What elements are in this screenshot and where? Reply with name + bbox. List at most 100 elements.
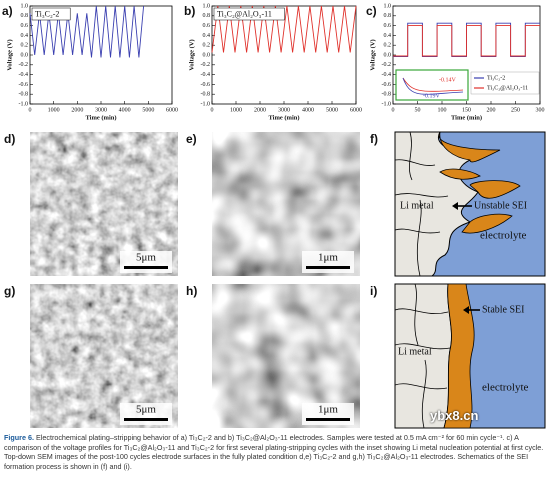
schematic-label: Stable SEI xyxy=(482,304,525,315)
series-line xyxy=(393,25,540,57)
x-tick-label: 5000 xyxy=(142,107,154,113)
y-tick-label: 0.0 xyxy=(21,52,29,58)
x-tick-label: 1000 xyxy=(230,107,242,113)
watermark: ybx8.cn xyxy=(430,408,479,423)
y-tick-label: -0.4 xyxy=(19,72,29,78)
y-axis-label: Voltage (V) xyxy=(188,39,195,70)
panel-label: g) xyxy=(4,284,15,298)
inset-trace xyxy=(402,77,464,92)
schematic-label: electrolyte xyxy=(482,382,529,394)
x-tick-label: 3000 xyxy=(278,107,290,113)
schematic-f: Li metal Unstable SEI electrolyte xyxy=(394,131,546,277)
scale-label: 1μm xyxy=(318,404,338,416)
y-tick-label: -0.4 xyxy=(382,72,392,78)
y-tick-label: -0.6 xyxy=(201,82,211,88)
x-axis-label: Time (min) xyxy=(85,114,116,121)
x-tick-label: 2000 xyxy=(71,107,83,113)
y-tick-label: -0.4 xyxy=(201,72,211,78)
panel-label: e) xyxy=(186,132,197,146)
x-axis-label: Time (min) xyxy=(268,114,299,121)
x-tick-label: 3000 xyxy=(95,107,107,113)
schematic-i: Stable SEI Li metal electrolyte xyxy=(394,283,546,429)
x-tick-label: 0 xyxy=(211,107,214,113)
annotation: -0.19V xyxy=(423,93,440,99)
y-tick-label: 1.0 xyxy=(203,3,211,9)
scale-bars: 5μm 1μm 5μm 1μm xyxy=(120,251,354,425)
y-tick-label: 0.8 xyxy=(384,13,392,19)
y-tick-label: -0.2 xyxy=(382,62,392,68)
x-tick-label: 2000 xyxy=(254,107,266,113)
series-line xyxy=(211,5,357,53)
scale-label: 1μm xyxy=(318,252,338,264)
panel-label: a) xyxy=(2,4,13,18)
y-tick-label: -1.0 xyxy=(382,101,392,107)
y-tick-label: 0.6 xyxy=(21,23,29,29)
y-tick-label: -0.2 xyxy=(19,62,29,68)
caption: Figure 6. Electrochemical plating–stripp… xyxy=(4,433,550,471)
x-tick-label: 1000 xyxy=(48,107,60,113)
x-axis-label: Time (min) xyxy=(451,114,482,121)
x-tick-label: 4000 xyxy=(302,107,314,113)
y-tick-label: -1.0 xyxy=(201,101,211,107)
y-tick-label: -0.6 xyxy=(382,82,392,88)
y-tick-label: 0.4 xyxy=(203,33,211,39)
legend-box xyxy=(470,71,540,95)
figure: 1.00.80.60.40.20.0-0.2-0.4-0.6-0.8-1.00 1… xyxy=(2,3,546,429)
inset xyxy=(395,69,469,101)
x-tick-label: 6000 xyxy=(166,107,178,113)
schematic-label: Li metal xyxy=(398,346,432,357)
y-tick-label: 0.8 xyxy=(21,13,29,19)
x-tick-label: 250 xyxy=(511,107,520,113)
y-tick-label: -0.8 xyxy=(382,92,392,98)
chart-label: Ti₃C₂@Al₂O₃-11 xyxy=(217,9,272,18)
label-box xyxy=(31,7,71,21)
schematic-label: Li metal xyxy=(400,200,434,211)
label-box xyxy=(213,7,285,21)
legend-label: Ti₃C₂-2 xyxy=(487,75,505,81)
y-axis-label: Voltage (V) xyxy=(6,39,13,70)
annotation: -0.14V xyxy=(439,77,456,83)
x-tick-label: 5000 xyxy=(326,107,338,113)
y-tick-label: -0.8 xyxy=(201,92,211,98)
panel-label: f) xyxy=(370,132,378,146)
scale-label: 5μm xyxy=(136,404,156,416)
chart-label: Ti₃C₂-2 xyxy=(35,9,59,18)
panel-label: d) xyxy=(4,132,15,146)
x-tick-label: 0 xyxy=(29,107,32,113)
y-tick-label: 0.6 xyxy=(384,23,392,29)
y-tick-label: 0.4 xyxy=(21,33,29,39)
y-tick-label: 0.2 xyxy=(384,43,392,49)
y-tick-label: 0.6 xyxy=(203,23,211,29)
panel-label: c) xyxy=(366,4,377,18)
panel-label: i) xyxy=(370,284,377,298)
y-tick-label: 1.0 xyxy=(21,3,29,9)
panel-label: h) xyxy=(186,284,197,298)
y-tick-label: 1.0 xyxy=(384,3,392,9)
x-tick-label: 4000 xyxy=(119,107,131,113)
x-tick-label: 300 xyxy=(536,107,545,113)
y-axis-label: Voltage (V) xyxy=(369,39,376,70)
y-tick-label: -0.2 xyxy=(201,62,211,68)
y-tick-label: -0.8 xyxy=(19,92,29,98)
inset-trace xyxy=(402,77,464,95)
x-tick-label: 100 xyxy=(438,107,447,113)
caption-label: Figure 6. xyxy=(4,433,34,442)
x-tick-label: 200 xyxy=(487,107,496,113)
caption-text: Electrochemical plating–stripping behavi… xyxy=(4,433,544,471)
y-tick-label: 0.2 xyxy=(203,43,211,49)
y-tick-label: 0.0 xyxy=(203,52,211,58)
schematic-label: Unstable SEI xyxy=(474,200,527,211)
y-tick-label: -0.6 xyxy=(19,82,29,88)
x-tick-label: 0 xyxy=(392,107,395,113)
y-tick-label: -1.0 xyxy=(19,101,29,107)
x-tick-label: 150 xyxy=(462,107,471,113)
x-tick-label: 50 xyxy=(415,107,421,113)
panel-label: b) xyxy=(184,4,195,18)
x-tick-label: 6000 xyxy=(350,107,362,113)
y-tick-label: 0.4 xyxy=(384,33,392,39)
schematic-label: electrolyte xyxy=(480,230,527,242)
y-tick-label: 0.8 xyxy=(203,13,211,19)
y-tick-label: 0.2 xyxy=(21,43,29,49)
scale-label: 5μm xyxy=(136,252,156,264)
